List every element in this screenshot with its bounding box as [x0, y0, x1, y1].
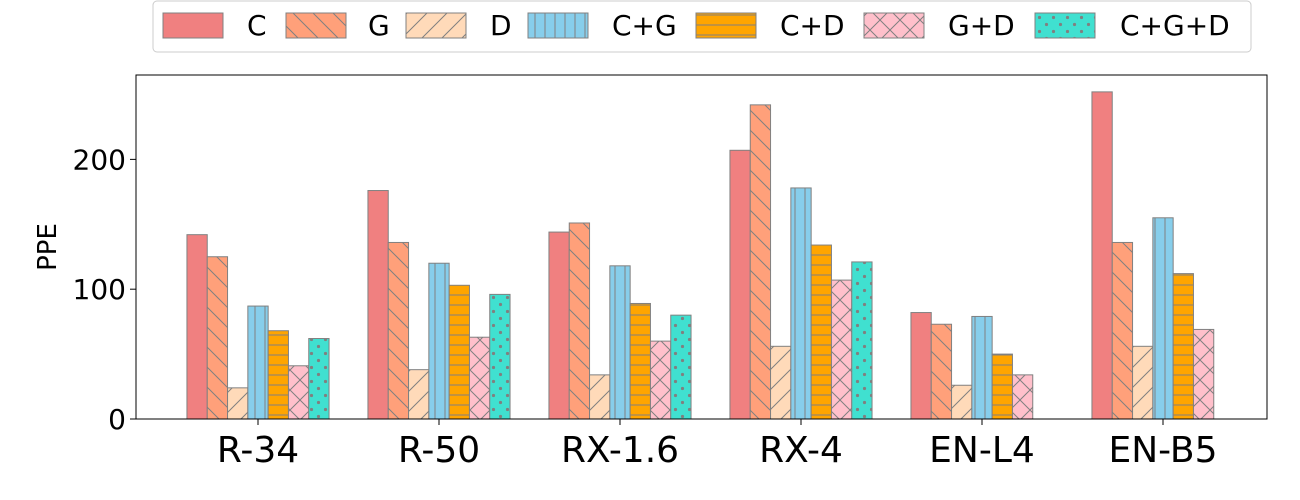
legend: C G D C+G C+D G+D C+G+D: [152, 0, 1252, 53]
bar-d-r-34: [227, 387, 249, 420]
bar-c-plus-d-en-b5: [1172, 273, 1194, 420]
x-tick-label-en-l4: EN-L4: [929, 430, 1035, 471]
legend-item-d: D: [405, 9, 512, 42]
y-axis: 0 100 200: [73, 143, 136, 436]
bar-g-plus-d-rx-1-6: [649, 340, 672, 420]
bar-d-en-b5: [1132, 345, 1154, 420]
bar-c-plus-g-r-50: [428, 262, 450, 420]
legend-swatch-c-plus-d: [695, 12, 757, 39]
legend-swatch-g-plus-d: [863, 12, 925, 39]
legend-label-c: C: [247, 9, 267, 42]
bar-c-rx-1-6: [548, 231, 570, 420]
bar-c-r-34: [186, 234, 208, 420]
legend-label-d: D: [490, 9, 512, 42]
bar-g-rx-1-6: [568, 222, 591, 420]
bar-g-rx-4: [749, 104, 772, 420]
bar-g-plus-d-en-b5: [1192, 328, 1215, 420]
bar-c-plus-g-r-34: [247, 305, 269, 420]
bar-c-plus-d-en-l4: [991, 353, 1013, 420]
y-tick-label-100: 100: [73, 273, 126, 306]
bar-c-plus-d-r-50: [448, 284, 470, 420]
bar-c-plus-g-rx-1-6: [609, 265, 631, 420]
bar-g-plus-d-rx-4: [830, 279, 853, 420]
bar-c-plus-g-plus-d-r-34: [308, 338, 330, 420]
x-tick-label-rx-1-6: RX-1.6: [561, 430, 679, 471]
x-tick-label-rx-4: RX-4: [759, 430, 843, 471]
bar-g-en-b5: [1111, 241, 1134, 420]
bar-g-r-50: [387, 241, 410, 420]
bar-c-en-l4: [910, 312, 932, 420]
y-tick-label-0: 0: [108, 403, 126, 436]
bar-c-plus-d-r-34: [267, 330, 289, 420]
y-tick-label-200: 200: [73, 143, 126, 176]
bar-c-plus-d-rx-1-6: [629, 302, 651, 420]
legend-swatch-c-plus-g-plus-d: [1034, 12, 1096, 39]
legend-item-g: G: [285, 9, 390, 42]
legend-swatch-g: [285, 12, 347, 39]
legend-item-c-plus-g-plus-d: C+G+D: [1034, 9, 1230, 42]
bar-d-rx-4: [770, 345, 792, 420]
legend-swatch-c: [162, 12, 224, 39]
bar-g-r-34: [206, 256, 229, 420]
bars: [186, 91, 1215, 420]
bar-c-plus-d-rx-4: [810, 244, 832, 420]
bar-c-plus-g-en-b5: [1152, 217, 1174, 420]
bar-d-en-l4: [951, 384, 973, 420]
bar-d-r-50: [408, 369, 430, 420]
bar-g-plus-d-r-34: [287, 365, 310, 420]
legend-item-c: C: [162, 9, 267, 42]
x-axis: R-34 R-50 RX-1.6 RX-4 EN-L4 EN-B5: [217, 419, 1218, 471]
legend-label-c-plus-g: C+G: [612, 9, 677, 42]
x-tick-label-r-50: R-50: [398, 430, 480, 471]
legend-swatch-d: [405, 12, 467, 39]
bar-c-rx-4: [729, 149, 751, 420]
bar-c-en-b5: [1091, 91, 1113, 420]
bar-g-plus-d-en-l4: [1011, 374, 1034, 420]
legend-swatch-c-plus-g: [527, 12, 589, 39]
legend-item-c-plus-d: C+D: [695, 9, 845, 42]
legend-item-g-plus-d: G+D: [863, 9, 1015, 42]
bar-c-r-50: [367, 190, 389, 420]
bar-c-plus-g-plus-d-rx-4: [851, 261, 873, 420]
bar-c-plus-g-plus-d-r-50: [489, 293, 511, 420]
legend-label-c-plus-d: C+D: [780, 9, 845, 42]
bar-g-plus-d-r-50: [468, 336, 491, 420]
legend-label-g: G: [368, 9, 390, 42]
y-axis-label: PPE: [33, 223, 63, 271]
legend-label-c-plus-g-plus-d: C+G+D: [1120, 9, 1230, 42]
legend-item-c-plus-g: C+G: [527, 9, 677, 42]
legend-items: C G D C+G C+D G+D C+G+D: [162, 9, 1230, 42]
legend-label-g-plus-d: G+D: [948, 9, 1015, 42]
bar-d-rx-1-6: [589, 374, 611, 420]
x-tick-label-r-34: R-34: [217, 430, 299, 471]
bar-c-plus-g-en-l4: [971, 315, 993, 420]
plot-frame: [135, 74, 1268, 420]
bar-g-en-l4: [930, 323, 953, 420]
bar-c-plus-g-plus-d-rx-1-6: [670, 314, 692, 420]
x-tick-label-en-b5: EN-B5: [1109, 430, 1218, 471]
bar-c-plus-g-rx-4: [790, 187, 812, 420]
